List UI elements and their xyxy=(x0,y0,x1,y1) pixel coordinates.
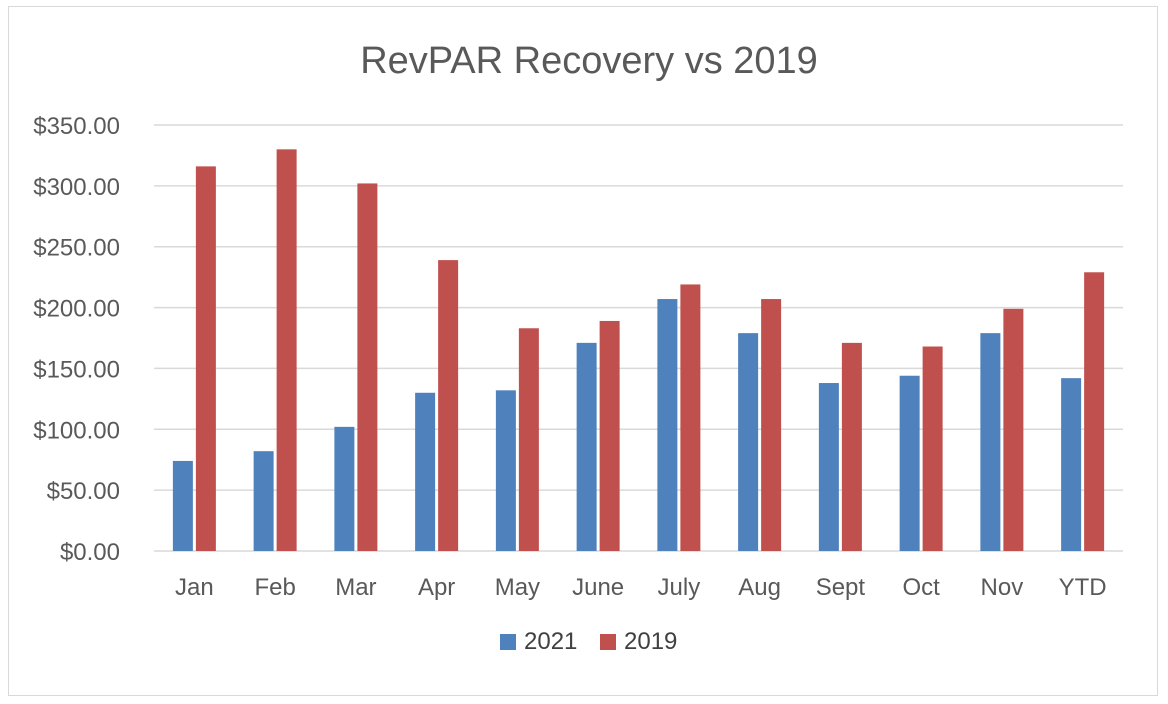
bar-2019-june[interactable] xyxy=(599,320,620,551)
bar-2021-jan[interactable] xyxy=(172,460,193,551)
bar-2021-oct[interactable] xyxy=(899,375,920,551)
y-tick-label: $200.00 xyxy=(33,296,120,323)
bar-2021-sept[interactable] xyxy=(818,383,839,551)
x-tick-label: July xyxy=(658,574,701,601)
x-tick-label: Mar xyxy=(335,574,376,601)
legend-label-2021: 2021 xyxy=(524,628,577,655)
bar-2019-mar[interactable] xyxy=(357,183,378,551)
y-tick-label: $300.00 xyxy=(33,174,120,201)
bar-2019-july[interactable] xyxy=(680,284,701,551)
legend-label-2019: 2019 xyxy=(624,628,677,655)
bar-2021-nov[interactable] xyxy=(980,333,1001,551)
bar-2021-mar[interactable] xyxy=(334,426,355,551)
x-tick-label: Aug xyxy=(738,574,781,601)
x-tick-label: Nov xyxy=(981,574,1024,601)
bar-2019-aug[interactable] xyxy=(761,299,782,551)
bar-2019-apr[interactable] xyxy=(438,260,459,551)
x-tick-label: Sept xyxy=(816,574,866,601)
x-tick-label: Oct xyxy=(902,574,940,601)
x-tick-label: YTD xyxy=(1059,574,1107,601)
x-tick-label: Apr xyxy=(418,574,455,601)
x-tick-label: Feb xyxy=(254,574,295,601)
bar-2019-may[interactable] xyxy=(518,328,539,551)
bar-2019-nov[interactable] xyxy=(1003,308,1024,551)
chart-title: RevPAR Recovery vs 2019 xyxy=(360,40,818,82)
bar-2021-aug[interactable] xyxy=(738,333,759,551)
revpar-bar-chart: RevPAR Recovery vs 2019 $0.00 $50.00 $100.… xyxy=(33,40,1123,655)
bar-2021-may[interactable] xyxy=(495,390,516,551)
x-tick-label: May xyxy=(495,574,540,601)
bar-2021-june[interactable] xyxy=(576,342,597,551)
x-tick-label: June xyxy=(572,574,624,601)
y-tick-label: $50.00 xyxy=(47,478,120,505)
chart-area[interactable]: RevPAR Recovery vs 2019 $0.00 $50.00 $100.… xyxy=(8,6,1158,696)
legend-swatch-2019 xyxy=(600,634,616,650)
bar-2019-ytd[interactable] xyxy=(1084,272,1105,551)
y-tick-label: $0.00 xyxy=(60,539,120,566)
y-tick-label: $100.00 xyxy=(33,417,120,444)
bar-2019-jan[interactable] xyxy=(195,166,216,551)
bar-2021-apr[interactable] xyxy=(415,392,436,551)
bar-2019-feb[interactable] xyxy=(276,149,297,552)
bar-2019-oct[interactable] xyxy=(922,346,943,551)
y-tick-label: $350.00 xyxy=(33,113,120,140)
legend[interactable]: 2021 2019 xyxy=(500,628,677,655)
x-tick-label: Jan xyxy=(175,574,214,601)
y-axis-tick-labels: $0.00 $50.00 $100.00 $150.00 $200.00 $250.00 $… xyxy=(33,113,120,566)
x-axis-tick-labels: Jan Feb Mar Apr May June July Aug Sept Oct Nov YTD xyxy=(175,574,1107,601)
bar-2021-feb[interactable] xyxy=(253,451,274,551)
bar-2021-ytd[interactable] xyxy=(1061,378,1082,551)
legend-swatch-2021 xyxy=(500,634,516,650)
bar-2019-sept[interactable] xyxy=(841,342,862,551)
gridlines xyxy=(154,124,1123,552)
bar-2021-july[interactable] xyxy=(657,299,678,551)
y-tick-label: $250.00 xyxy=(33,235,120,262)
bars xyxy=(172,149,1105,552)
y-tick-label: $150.00 xyxy=(33,356,120,383)
